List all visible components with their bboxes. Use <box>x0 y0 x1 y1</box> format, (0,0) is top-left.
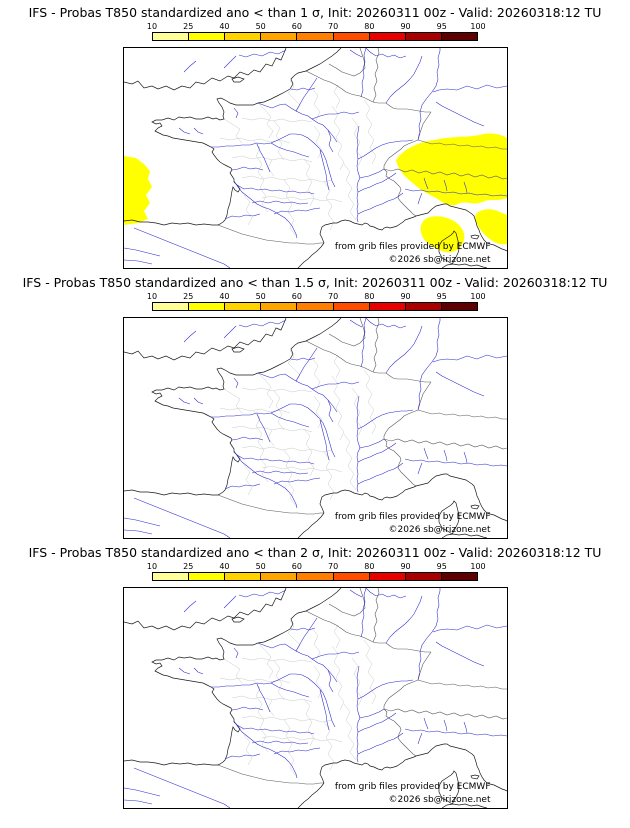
colorbar-segment <box>441 303 477 310</box>
panel-title: IFS - Probas T850 standardized ano < tha… <box>28 545 602 560</box>
credit-source: from grib files provided by ECMWF <box>334 242 491 252</box>
colorbar-segment <box>441 573 477 580</box>
colorbar-segment <box>153 303 190 310</box>
colorbar-tick-label: 90 <box>400 562 411 571</box>
colorbar-tick-label: 25 <box>183 22 194 31</box>
colorbar-tick-label: 50 <box>255 22 266 31</box>
colorbar-segment <box>441 33 477 40</box>
colorbar-segment <box>261 303 298 310</box>
colorbar-segment <box>333 573 370 580</box>
colorbar-tick-label: 100 <box>470 22 486 31</box>
page: IFS - Probas T850 standardized ano < tha… <box>0 5 630 809</box>
colorbar-tick-label: 80 <box>364 562 375 571</box>
france-map-sigma-1-5 <box>123 318 507 538</box>
panel-sigma-2: IFS - Probas T850 standardized ano < tha… <box>0 545 630 809</box>
colorbar-segment <box>189 573 226 580</box>
colorbar-tick-label: 80 <box>364 292 375 301</box>
france-map-sigma-1 <box>123 48 507 268</box>
colorbar-segment <box>153 573 190 580</box>
panel-sigma-1: IFS - Probas T850 standardized ano < tha… <box>0 5 630 269</box>
map-container: from grib files provided by ECMWF ©2026 … <box>122 587 508 809</box>
colorbar-tick-label: 60 <box>291 562 302 571</box>
credit-source: from grib files provided by ECMWF <box>334 512 491 522</box>
colorbar-tick-label: 70 <box>328 22 339 31</box>
credit-copyright: ©2026 sb@irizone.net <box>388 525 491 535</box>
colorbar-segment <box>369 33 406 40</box>
colorbar-tick-label: 10 <box>146 292 158 301</box>
colorbar-tick-label: 25 <box>183 562 194 571</box>
credit-copyright: ©2026 sb@irizone.net <box>388 795 491 805</box>
colorbar-tick-label: 60 <box>291 22 302 31</box>
colorbar-segment <box>333 303 370 310</box>
colorbar-tick-label: 95 <box>436 292 447 301</box>
colorbar-tick-label: 95 <box>436 562 447 571</box>
panel-sigma-1-5: IFS - Probas T850 standardized ano < tha… <box>0 275 630 539</box>
colorbar-segment <box>405 33 442 40</box>
colorbar-tick-label: 100 <box>470 292 486 301</box>
colorbar-segment <box>369 573 406 580</box>
colorbar-tick-label: 90 <box>400 292 411 301</box>
colorbar-segment <box>189 33 226 40</box>
france-map-sigma-2 <box>123 588 507 808</box>
colorbar-tick-label: 50 <box>255 562 266 571</box>
colorbar-tick-label: 40 <box>219 22 230 31</box>
panel-title: IFS - Probas T850 standardized ano < tha… <box>28 5 602 20</box>
colorbar-segment <box>333 33 370 40</box>
credit-source: from grib files provided by ECMWF <box>334 782 491 792</box>
colorbar-segment <box>225 303 262 310</box>
colorbar-segment <box>369 303 406 310</box>
colorbar-tick-label: 95 <box>436 22 447 31</box>
colorbar-tick-label: 50 <box>255 292 266 301</box>
probability-shading <box>123 133 507 253</box>
colorbar-segment <box>261 573 298 580</box>
colorbar-tick-label: 100 <box>470 562 486 571</box>
colorbar-segment <box>225 33 262 40</box>
colorbar-segment <box>405 573 442 580</box>
colorbar-tick-label: 25 <box>183 292 194 301</box>
probability-colorbar: 10 25 40 50 60 70 80 90 95 100 <box>147 22 486 41</box>
colorbar-tick-label: 80 <box>364 22 375 31</box>
map-container: from grib files provided by ECMWF ©2026 … <box>122 317 508 539</box>
colorbar-tick-label: 70 <box>328 292 339 301</box>
colorbar-tick-label: 10 <box>146 562 158 571</box>
credit-copyright: ©2026 sb@irizone.net <box>388 255 491 265</box>
panel-title: IFS - Probas T850 standardized ano < tha… <box>22 275 608 290</box>
colorbar-segment <box>153 33 190 40</box>
colorbar-segment <box>297 303 334 310</box>
colorbar-segment <box>261 33 298 40</box>
colorbar-segment <box>189 303 226 310</box>
colorbar-segment <box>297 33 334 40</box>
colorbar-segment <box>225 573 262 580</box>
colorbar-segment <box>405 303 442 310</box>
colorbar-tick-label: 70 <box>328 562 339 571</box>
colorbar-tick-label: 90 <box>400 22 411 31</box>
colorbar-segment <box>297 573 334 580</box>
colorbar-tick-label: 40 <box>219 292 230 301</box>
colorbar-tick-label: 60 <box>291 292 302 301</box>
probability-colorbar: 10 25 40 50 60 70 80 90 95 100 <box>147 562 486 581</box>
colorbar-tick-label: 40 <box>219 562 230 571</box>
map-container: from grib files provided by ECMWF ©2026 … <box>122 47 508 269</box>
colorbar-tick-label: 10 <box>146 22 158 31</box>
probability-colorbar: 10 25 40 50 60 70 80 90 95 100 <box>147 292 486 311</box>
